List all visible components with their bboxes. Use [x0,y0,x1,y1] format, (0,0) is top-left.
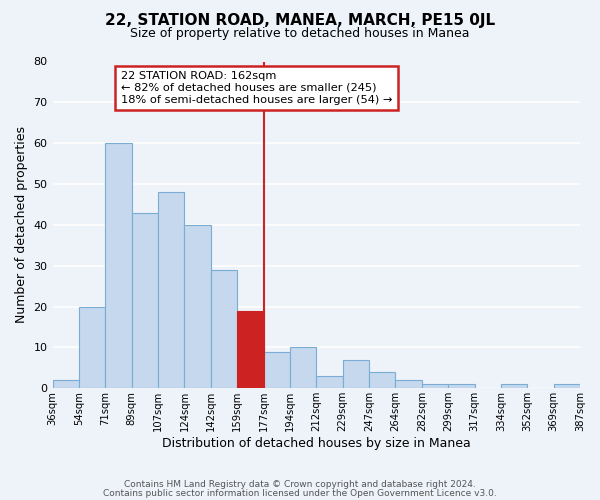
Bar [369,372,395,388]
Bar [237,310,263,388]
Text: Contains HM Land Registry data © Crown copyright and database right 2024.: Contains HM Land Registry data © Crown c… [124,480,476,489]
Y-axis label: Number of detached properties: Number of detached properties [15,126,28,324]
Bar [395,380,422,388]
Bar [158,192,184,388]
Text: Contains public sector information licensed under the Open Government Licence v3: Contains public sector information licen… [103,488,497,498]
Bar [316,376,343,388]
Bar [53,380,79,388]
Bar [422,384,448,388]
Bar [131,212,158,388]
X-axis label: Distribution of detached houses by size in Manea: Distribution of detached houses by size … [162,437,470,450]
Bar [448,384,475,388]
Bar [501,384,527,388]
Bar [263,352,290,389]
Text: 22, STATION ROAD, MANEA, MARCH, PE15 0JL: 22, STATION ROAD, MANEA, MARCH, PE15 0JL [105,12,495,28]
Bar [211,270,237,388]
Text: Size of property relative to detached houses in Manea: Size of property relative to detached ho… [130,28,470,40]
Bar [184,225,211,388]
Text: 22 STATION ROAD: 162sqm
← 82% of detached houses are smaller (245)
18% of semi-d: 22 STATION ROAD: 162sqm ← 82% of detache… [121,72,392,104]
Bar [343,360,369,388]
Bar [554,384,580,388]
Bar [290,348,316,389]
Bar [79,306,105,388]
Bar [105,143,131,388]
